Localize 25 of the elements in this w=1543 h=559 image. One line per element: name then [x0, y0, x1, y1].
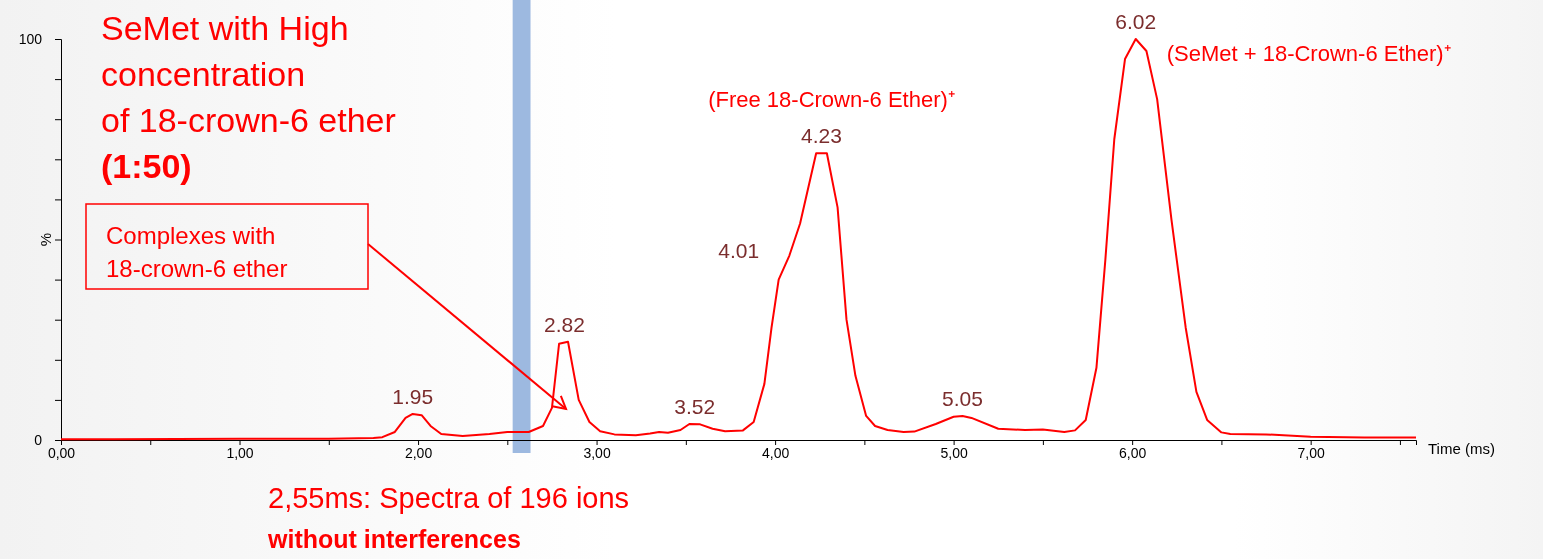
annotation: (SeMet + 18-Crown-6 Ether)⁺ [1166, 41, 1451, 66]
x-tick-label: 1,00 [226, 444, 254, 461]
annotation: (Free 18-Crown-6 Ether)⁺ [708, 87, 955, 113]
x-tick-label: 4,00 [761, 444, 790, 461]
x-tick-label: 7,00 [1297, 444, 1326, 461]
x-tick-label: 5,00 [940, 444, 968, 461]
annotation: 2.82 [544, 312, 585, 336]
annotation: Complexes with 18-crown-6 ether [106, 222, 288, 282]
y-tick-label: 0 [34, 431, 43, 448]
x-tick-label: 2,00 [404, 444, 433, 461]
annotation: 6.02 [1115, 10, 1157, 33]
annotation: 3.52 [674, 394, 716, 418]
x-tick-label: 6,00 [1119, 444, 1147, 461]
annotation: 4.23 [801, 124, 842, 148]
annotation: 4.01 [718, 238, 760, 262]
x-tick-label: 0,00 [47, 444, 76, 461]
text: 2,55ms: Spectra of 196 ions [268, 482, 630, 514]
x-axis-title: Time (ms) [1428, 440, 1495, 457]
y-tick-label: 100 [18, 30, 43, 47]
annotation: 1.95 [392, 384, 434, 408]
text: SeMet with High concentration of 18-crown-6 ether (1:50) [101, 9, 396, 185]
y-axis-title: % [37, 232, 54, 247]
annotation: 5.05 [942, 386, 983, 410]
x-tick-label: 3,00 [583, 444, 611, 461]
text: without interferences [267, 525, 521, 553]
